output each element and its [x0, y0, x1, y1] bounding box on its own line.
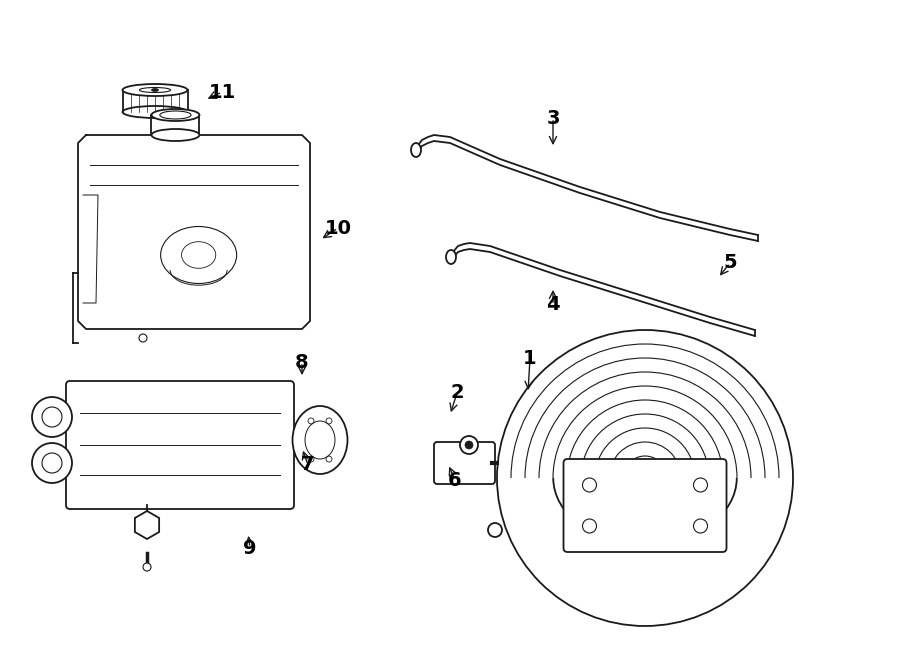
Circle shape — [488, 523, 502, 537]
Ellipse shape — [151, 109, 200, 121]
Circle shape — [32, 443, 72, 483]
Polygon shape — [78, 135, 310, 329]
Text: 2: 2 — [450, 383, 464, 403]
FancyBboxPatch shape — [434, 442, 495, 484]
Text: 8: 8 — [295, 352, 309, 371]
Ellipse shape — [411, 143, 421, 157]
Ellipse shape — [446, 250, 456, 264]
Text: 5: 5 — [724, 254, 737, 272]
Circle shape — [143, 563, 151, 571]
Text: 11: 11 — [209, 83, 236, 102]
Text: 1: 1 — [523, 348, 536, 368]
Text: 3: 3 — [546, 108, 560, 128]
Circle shape — [497, 330, 793, 626]
Polygon shape — [135, 511, 159, 539]
Circle shape — [460, 436, 478, 454]
Ellipse shape — [151, 129, 200, 141]
Circle shape — [465, 441, 473, 449]
Text: 9: 9 — [243, 539, 256, 557]
FancyBboxPatch shape — [563, 459, 726, 552]
Circle shape — [32, 397, 72, 437]
Circle shape — [139, 334, 147, 342]
Text: 10: 10 — [325, 219, 352, 237]
Ellipse shape — [122, 84, 187, 96]
Ellipse shape — [151, 89, 158, 91]
Text: 7: 7 — [302, 455, 315, 475]
Text: 4: 4 — [546, 295, 560, 315]
Ellipse shape — [292, 406, 347, 474]
Text: 6: 6 — [448, 471, 462, 490]
FancyBboxPatch shape — [66, 381, 294, 509]
